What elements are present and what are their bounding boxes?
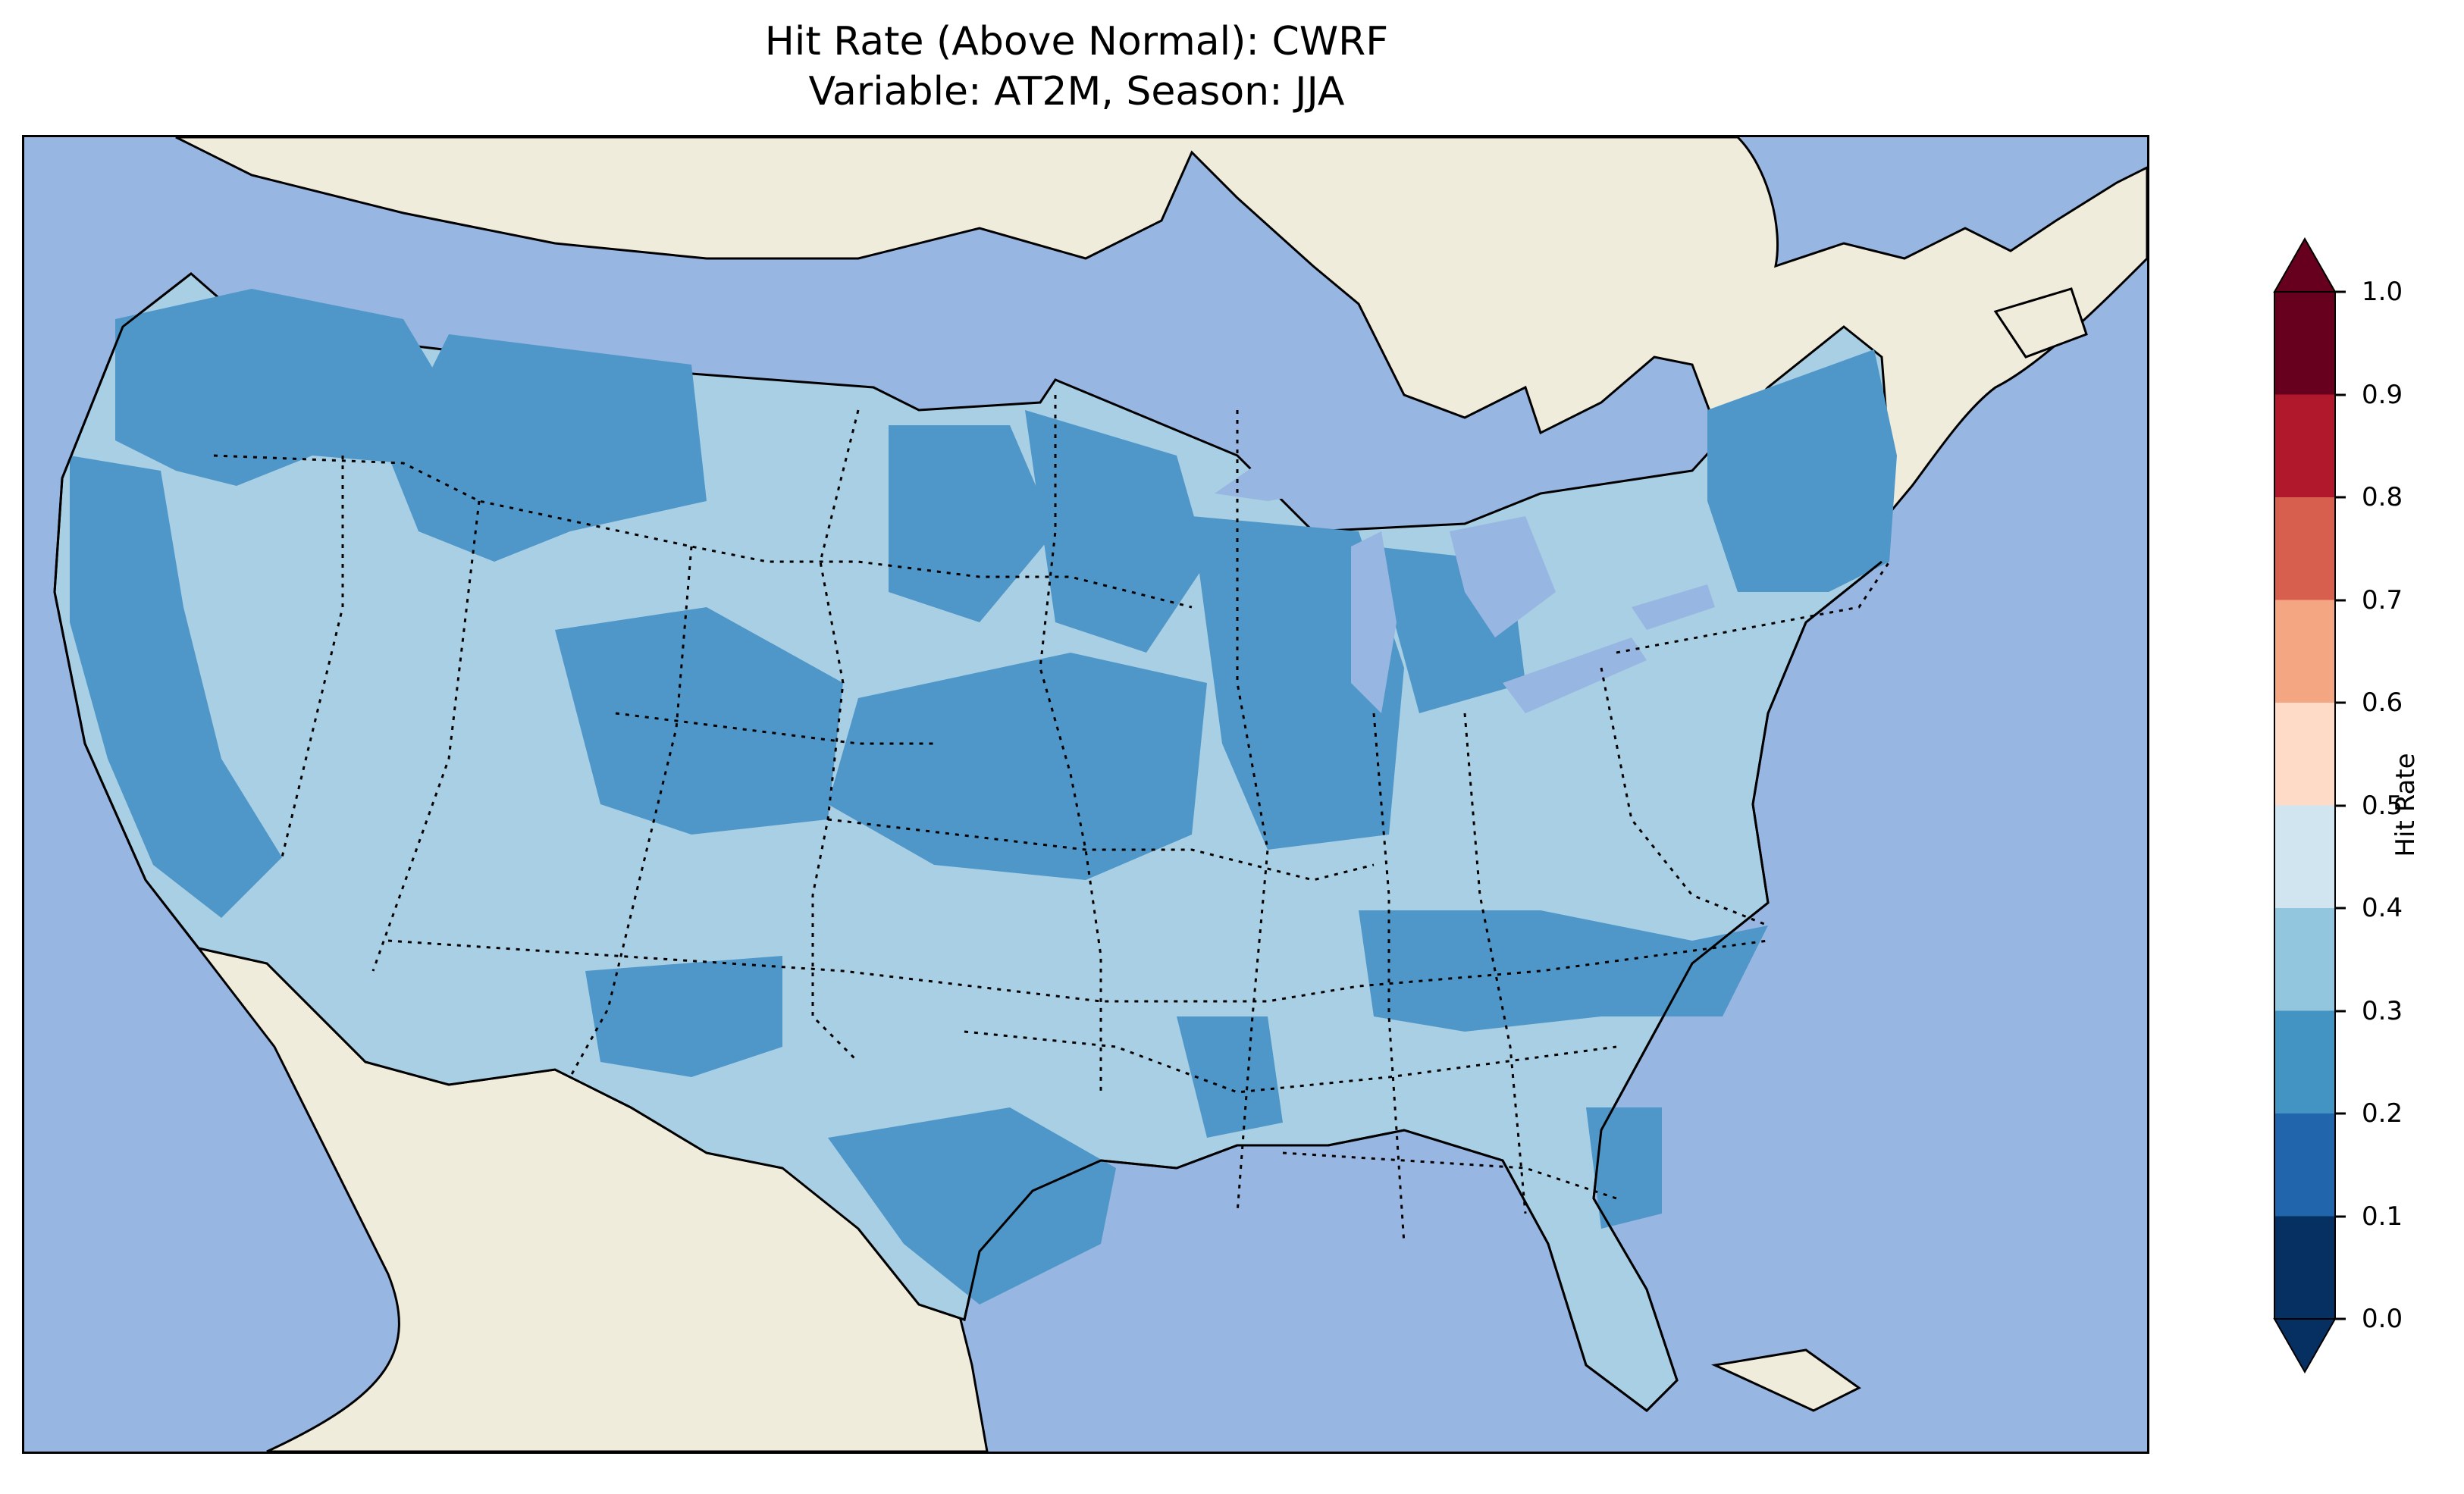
region-california (70, 456, 282, 918)
colorbar-bin-0.3-0.4 (2274, 908, 2335, 1011)
colorbar-bin-0.7-0.8 (2274, 497, 2335, 600)
colorbar-tick-label: 0.4 (2362, 893, 2403, 923)
colorbar-tick (2335, 907, 2346, 910)
colorbar-tick (2335, 290, 2346, 293)
colorbar-tick-label: 0.3 (2362, 995, 2403, 1026)
colorbar-tick-label: 1.0 (2362, 277, 2403, 307)
colorbar-tick-label: 0.9 (2362, 379, 2403, 410)
region-great-plains (828, 653, 1207, 880)
lake-huron (1450, 516, 1556, 637)
region-northeast (1707, 349, 1897, 592)
colorbar-tick (2335, 393, 2346, 396)
colorbar-bin-0.9-1.0 (2274, 292, 2335, 395)
region-ohio-valley (1359, 910, 1768, 1032)
colorbar-tick (2335, 1010, 2346, 1012)
cuba-island (1710, 1348, 1861, 1412)
colorbar-under-triangle (2273, 1318, 2337, 1374)
islands (1710, 287, 2088, 1412)
colorbar-bin-0.1-0.2 (2274, 1113, 2335, 1217)
colorbar-tick (2335, 496, 2346, 499)
chart-title-line-2: Variable: AT2M, Season: JJA (808, 69, 1345, 114)
colorbar-tick (2335, 1317, 2346, 1320)
colorbar: 0.0 0.1 0.2 0.3 0.4 0.5 0.6 0.7 0.8 0.9 … (2273, 236, 2403, 1374)
colorbar-tick (2335, 599, 2346, 601)
colorbar-tick (2335, 1112, 2346, 1115)
colorbar-tick-label: 0.2 (2362, 1098, 2403, 1129)
region-southwest (585, 956, 782, 1077)
hit-rate-0.2-0.3-regions (70, 289, 1897, 1305)
lake-ontario (1632, 584, 1715, 630)
lake-erie (1503, 637, 1647, 713)
coastline (53, 272, 1882, 1412)
colorbar-tick-label: 0.1 (2362, 1201, 2403, 1232)
chart-title-line-1: Hit Rate (Above Normal): CWRF (764, 19, 1389, 64)
colorbar-over-triangle (2273, 236, 2337, 293)
colorbar-label: Hit Rate (2390, 753, 2421, 857)
canada-land (175, 137, 2147, 609)
colorbar-tick-label: 0.5 (2362, 790, 2403, 821)
region-dakotas (889, 425, 1055, 622)
colorbar-bin-0.4-0.5 (2274, 805, 2335, 908)
region-arkansas (1177, 1016, 1283, 1138)
colorbar-bin-0.8-0.9 (2274, 394, 2335, 497)
lake-superior (1215, 425, 1434, 501)
map-panel (22, 135, 2149, 1454)
colorbar-bin-0.5-0.6 (2274, 703, 2335, 806)
region-pacific-nw (115, 289, 449, 486)
chart-title: Hit Rate (Above Normal): CWRF Variable: … (0, 17, 2153, 117)
colorbar-tick-label: 0.8 (2362, 482, 2403, 512)
colorbar-tick-label: 0.0 (2362, 1304, 2403, 1334)
state-borders (213, 395, 1891, 1245)
region-georgia (1586, 1107, 1662, 1229)
colorbar-tick (2335, 804, 2346, 807)
colorbar-tick (2335, 701, 2346, 704)
region-montana (388, 334, 707, 562)
colorbar-bin-0.6-0.7 (2274, 600, 2335, 703)
colorbar-svg (2273, 236, 2337, 1374)
lake-michigan (1351, 531, 1397, 713)
colorbar-tick-label: 0.7 (2362, 584, 2403, 615)
region-minnesota (1025, 410, 1207, 653)
nova-scotia-island (1993, 287, 2088, 359)
colorbar-tick (2335, 1215, 2346, 1217)
colorbar-tick-label: 0.6 (2362, 687, 2403, 718)
region-colorado (555, 607, 843, 835)
colorbar-bin-0.0-0.1 (2274, 1216, 2335, 1319)
great-lakes (1215, 425, 1715, 713)
colorbar-bin-0.2-0.3 (2274, 1010, 2335, 1113)
region-texas (828, 1107, 1116, 1305)
map-canvas (24, 137, 2147, 1452)
